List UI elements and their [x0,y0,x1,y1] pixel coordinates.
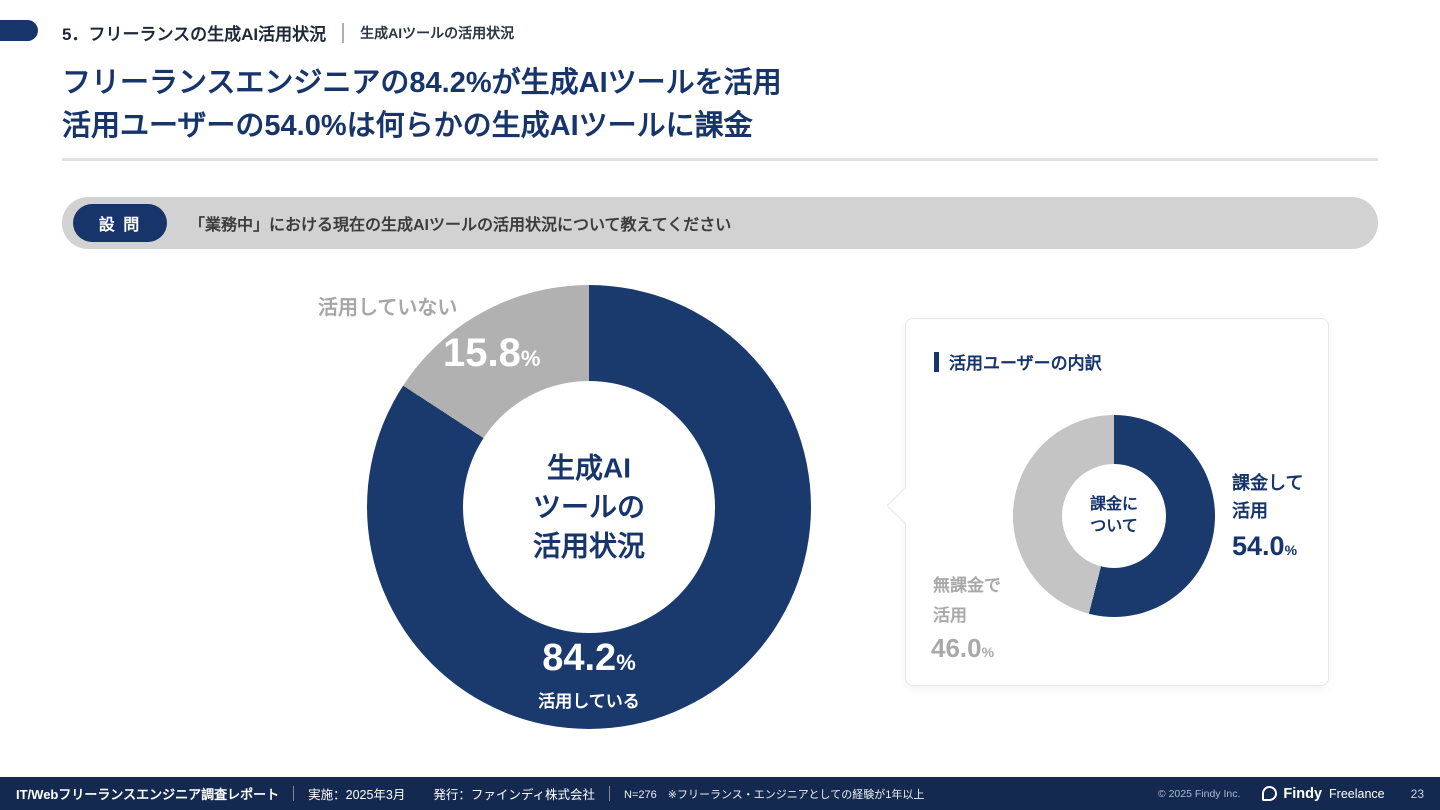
donut-center-line: 生成AI [546,452,632,484]
billing-center-line: 課金に [1089,496,1139,513]
findy-logo-text: Findy [1283,785,1323,802]
unpaid-number: 46.0 [931,633,982,663]
not-using-label: 活用していない [318,297,458,319]
billing-center-label: 課金に ついて [1090,494,1138,538]
section-divider [342,22,345,43]
footer-right: © 2025 Findy Inc. Findy Freelance 23 [1158,786,1424,802]
section-header: 5．フリーランスの生成AI活用状況 生成AIツールの活用状況 [62,20,514,45]
percent-sign: % [616,650,636,675]
question-bar: 設 問 「業務中」における現在の生成AIツールの活用状況について教えてください [62,197,1378,249]
donut-center-line: 活用状況 [532,530,646,562]
breakdown-card: 活用ユーザーの内訳 課金に ついて 課金して 活用 54.0% 無課金で 活用 … [886,318,1329,686]
footer-publisher: 発行：ファインディ株式会社 [433,788,596,802]
not-using-number: 15.8 [443,331,521,375]
paid-number: 54.0 [1232,531,1285,561]
footer-divider [609,786,611,801]
unpaid-label-line: 活用 [933,606,967,625]
card-title: 活用ユーザーの内訳 [949,354,1102,373]
paid-label-line: 活用 [1232,501,1268,521]
paid-label: 課金して 活用 [1232,469,1303,525]
unpaid-value: 46.0% [931,633,994,664]
donut-center-line: ツールの [532,491,646,523]
unpaid-label: 無課金で 活用 [933,571,1001,631]
slide-accent-pill [0,20,38,41]
page-title: フリーランスエンジニアの84.2%が生成AIツールを活用 活用ユーザーの54.0… [62,62,782,148]
footer-divider [293,786,295,801]
section-subtitle: 生成AIツールの活用状況 [360,24,515,41]
donut-hole [1062,464,1166,568]
section-title: 5．フリーランスの生成AI活用状況 [62,25,327,44]
not-using-value: 15.8% [443,331,540,376]
billing-donut-chart: 課金に ついて [1013,415,1215,617]
billing-center-line: ついて [1090,518,1138,535]
usage-donut-chart: 生成AI ツールの 活用状況 15.8% 84.2% 活用している [367,285,811,729]
speech-bubble-tail [886,486,925,525]
page-number: 23 [1410,786,1424,801]
paid-label-line: 課金して [1232,473,1304,493]
page-title-line1: フリーランスエンジニアの84.2%が生成AIツールを活用 [62,67,782,99]
percent-sign: % [520,346,541,371]
footer-implementation: 実施：2025年3月 [308,788,406,802]
findy-logo: Findy Freelance [1262,785,1385,802]
donut-hole [463,381,715,633]
findy-logo-icon [1262,786,1278,801]
paid-value: 54.0% [1232,531,1297,562]
question-text: 「業務中」における現在の生成AIツールの活用状況について教えてください [189,217,732,234]
page-title-line2: 活用ユーザーの54.0%は何らかの生成AIツールに課金 [62,110,753,142]
donut-center-label: 生成AI ツールの 活用状況 [533,449,645,566]
unpaid-label-line: 無課金で [933,576,1001,595]
card-title-accent-bar [934,351,939,372]
footer-sample-note: N=276 ※フリーランス・エンジニアとしての経験が1年以上 [624,788,925,801]
footer-bar: IT/Webフリーランスエンジニア調査レポート 実施：2025年3月 発行：ファ… [0,777,1440,810]
question-badge: 設 問 [73,204,167,242]
footer-copyright: © 2025 Findy Inc. [1157,787,1241,800]
using-label: 活用している [538,692,640,711]
percent-sign: % [981,644,995,660]
card-title-row: 活用ユーザーの内訳 [934,349,1102,374]
title-underline [62,158,1378,161]
using-value: 84.2% [542,637,636,680]
using-number: 84.2 [542,637,617,679]
percent-sign: % [1284,542,1298,558]
footer-report-title: IT/Webフリーランスエンジニア調査レポート [16,787,280,802]
findy-logo-subtext: Freelance [1329,786,1385,801]
